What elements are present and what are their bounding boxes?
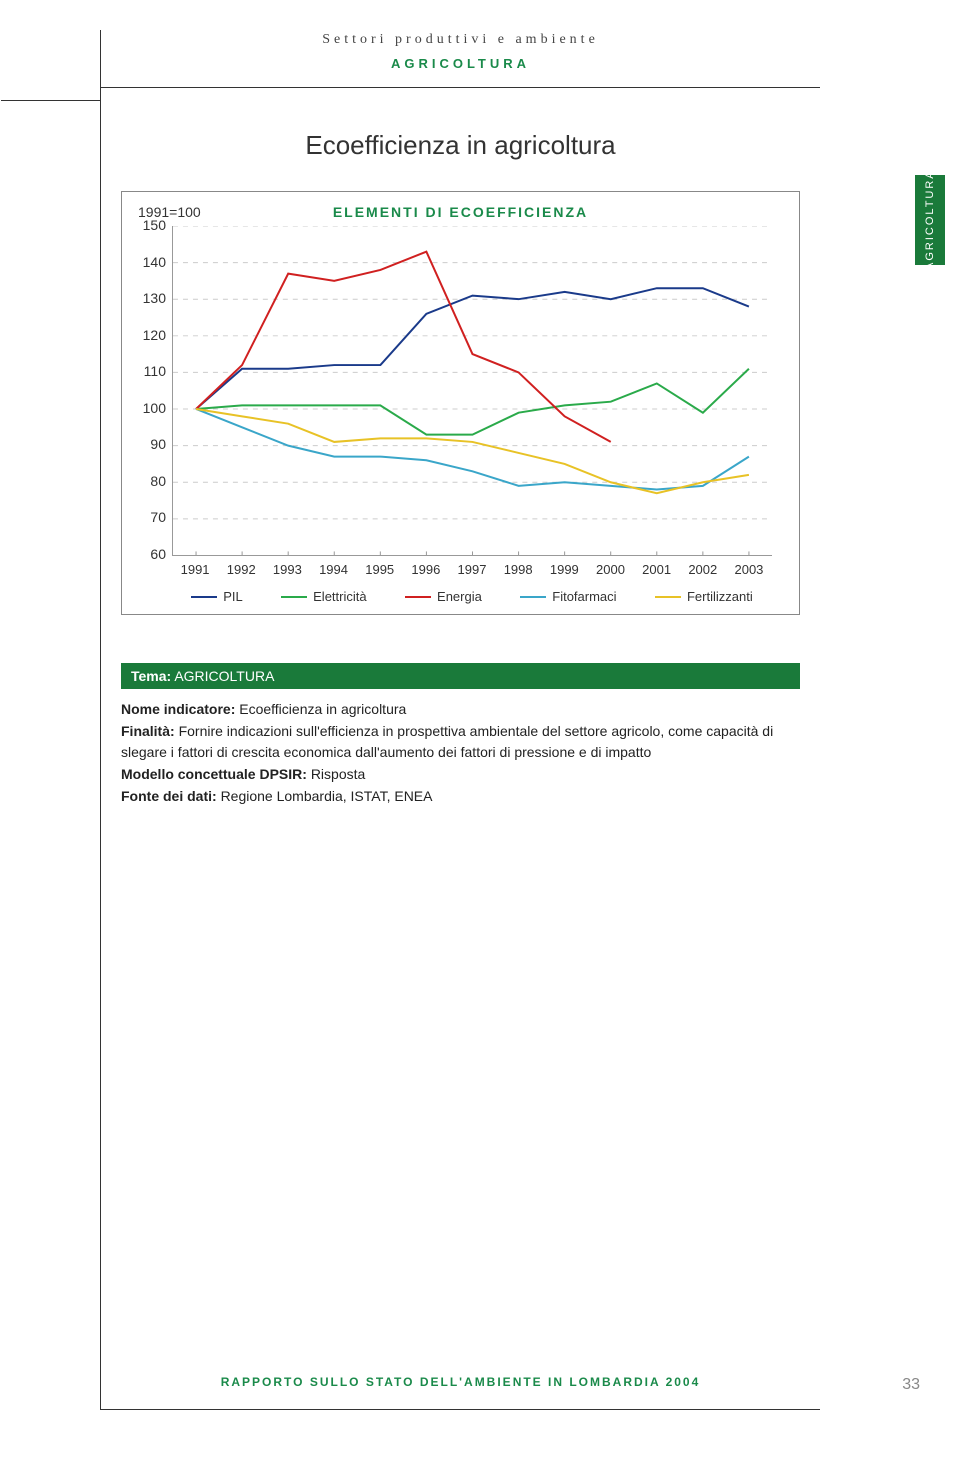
legend-swatch bbox=[405, 596, 431, 598]
legend-swatch bbox=[520, 596, 546, 598]
tema-bar: Tema: AGRICOLTURA bbox=[121, 663, 800, 689]
x-tick-label: 1998 bbox=[495, 562, 541, 577]
subsection-title: AGRICOLTURA bbox=[101, 48, 820, 79]
legend-label: Fertilizzanti bbox=[687, 589, 753, 604]
series-fertilizzanti bbox=[196, 409, 749, 493]
meta-modello-label: Modello concettuale DPSIR: bbox=[121, 766, 307, 782]
meta-nome-value: Ecoefficienza in agricoltura bbox=[239, 701, 406, 717]
x-tick-label: 1993 bbox=[264, 562, 310, 577]
x-tick-label: 1997 bbox=[449, 562, 495, 577]
x-tick-label: 1995 bbox=[357, 562, 403, 577]
y-tick-label: 130 bbox=[138, 298, 166, 299]
x-tick-label: 2002 bbox=[680, 562, 726, 577]
series-fitofarmaci bbox=[196, 409, 749, 490]
meta-nome-label: Nome indicatore: bbox=[121, 701, 235, 717]
tema-label: Tema: bbox=[131, 668, 171, 684]
page-number: 33 bbox=[902, 1376, 920, 1394]
meta-finalita-value: Fornire indicazioni sull'efficienza in p… bbox=[121, 723, 773, 761]
legend-swatch bbox=[191, 596, 217, 598]
legend-item: PIL bbox=[191, 589, 243, 604]
chart-plot bbox=[172, 226, 772, 556]
y-tick-label: 140 bbox=[138, 262, 166, 263]
meta-modello-value: Risposta bbox=[311, 766, 365, 782]
legend-item: Fitofarmaci bbox=[520, 589, 616, 604]
x-tick-label: 2003 bbox=[726, 562, 772, 577]
legend-swatch bbox=[655, 596, 681, 598]
x-tick-label: 1996 bbox=[403, 562, 449, 577]
legend-swatch bbox=[281, 596, 307, 598]
tema-value: AGRICOLTURA bbox=[174, 668, 274, 684]
y-tick-label: 100 bbox=[138, 408, 166, 409]
page-title: Ecoefficienza in agricoltura bbox=[101, 112, 820, 191]
meta-fonte-label: Fonte dei dati: bbox=[121, 788, 217, 804]
chart-container: 1991=100 ELEMENTI DI ECOEFFICIENZA 15014… bbox=[121, 191, 800, 615]
section-title: Settori produttivi e ambiente bbox=[101, 30, 820, 48]
legend-item: Elettricità bbox=[281, 589, 366, 604]
chart-legend: PIL Elettricità Energia Fitofarmaci Fertiliz… bbox=[172, 577, 772, 604]
x-tick-label: 2001 bbox=[634, 562, 680, 577]
meta-fonte-value: Regione Lombardia, ISTAT, ENEA bbox=[221, 788, 433, 804]
x-tick-label: 1999 bbox=[541, 562, 587, 577]
legend-label: Energia bbox=[437, 589, 482, 604]
x-tick-label: 1992 bbox=[218, 562, 264, 577]
chart-svg bbox=[173, 226, 772, 555]
meta-block: Nome indicatore: Ecoefficienza in agrico… bbox=[121, 699, 800, 807]
legend-label: PIL bbox=[223, 589, 243, 604]
chart-title: ELEMENTI DI ECOEFFICIENZA bbox=[138, 204, 783, 220]
y-tick-label: 150 bbox=[138, 225, 166, 226]
series-energia bbox=[196, 252, 611, 442]
legend-label: Elettricità bbox=[313, 589, 366, 604]
y-tick-label: 110 bbox=[138, 371, 166, 372]
page-frame: Settori produttivi e ambiente AGRICOLTUR… bbox=[100, 30, 820, 1410]
y-tick-label: 90 bbox=[138, 444, 166, 445]
series-pil bbox=[196, 288, 749, 409]
legend-label: Fitofarmaci bbox=[552, 589, 616, 604]
x-tick-label: 2000 bbox=[587, 562, 633, 577]
page-header: Settori produttivi e ambiente AGRICOLTUR… bbox=[101, 30, 820, 88]
x-tick-label: 1991 bbox=[172, 562, 218, 577]
chart-x-axis: 1991199219931994199519961997199819992000… bbox=[172, 556, 772, 577]
y-tick-label: 60 bbox=[138, 554, 166, 555]
meta-finalita-label: Finalità: bbox=[121, 723, 175, 739]
y-tick-label: 70 bbox=[138, 517, 166, 518]
chart-y-axis: 150 140 130 120 110 100 90 80 70 60 bbox=[138, 226, 172, 556]
x-tick-label: 1994 bbox=[310, 562, 356, 577]
y-tick-label: 120 bbox=[138, 335, 166, 336]
y-tick-label: 80 bbox=[138, 481, 166, 482]
chart-plot-wrap: 150 140 130 120 110 100 90 80 70 60 bbox=[138, 226, 783, 556]
side-tab: AGRICOLTURA bbox=[915, 175, 945, 265]
footer-text: RAPPORTO SULLO STATO DELL'AMBIENTE IN LO… bbox=[101, 1375, 820, 1389]
legend-item: Energia bbox=[405, 589, 482, 604]
header-rule bbox=[101, 88, 820, 112]
legend-item: Fertilizzanti bbox=[655, 589, 753, 604]
series-elettricità bbox=[196, 369, 749, 435]
